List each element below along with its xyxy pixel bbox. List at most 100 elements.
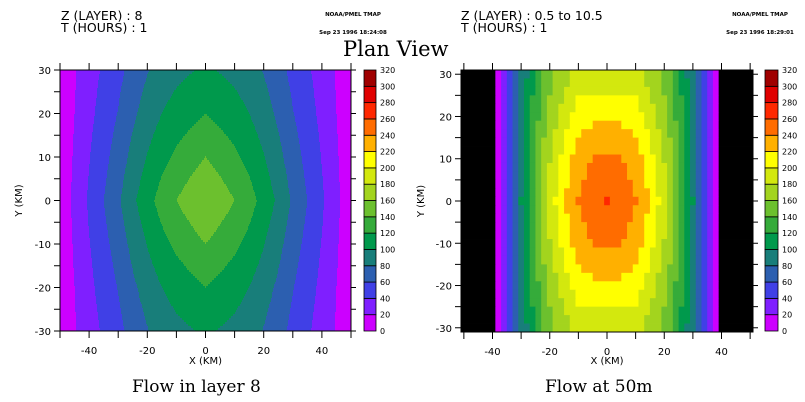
contour-band-segment xyxy=(95,288,118,291)
field-cell xyxy=(501,179,508,189)
contour-band-segment xyxy=(146,158,171,161)
field-cell xyxy=(529,205,536,215)
contour-band-segment xyxy=(339,172,352,175)
field-cell xyxy=(461,154,496,164)
contour-band-segment xyxy=(307,206,325,209)
contour-band-segment xyxy=(60,202,72,205)
field-cell xyxy=(546,196,554,206)
contour-band-segment xyxy=(160,116,203,119)
contour-band-segment xyxy=(137,196,156,199)
contour-band-segment xyxy=(60,74,77,77)
contour-band-segment xyxy=(263,150,283,153)
field-cell xyxy=(684,146,691,155)
contour-band-segment xyxy=(228,188,254,191)
contour-band-segment xyxy=(340,188,352,191)
contour-band-segment xyxy=(145,318,183,321)
field-cell xyxy=(535,272,548,282)
field-cell xyxy=(461,315,496,324)
contour-band-segment xyxy=(75,106,96,109)
field-cell xyxy=(564,205,582,215)
contour-band-segment xyxy=(320,248,339,251)
field-cell xyxy=(649,255,662,265)
contour-band-segment xyxy=(140,216,160,219)
contour-band-segment xyxy=(259,138,281,141)
field-cell xyxy=(667,230,674,240)
contour-band-segment xyxy=(155,204,180,207)
field-cell xyxy=(518,129,525,139)
contour-band-segment xyxy=(319,266,339,269)
colorbar-swatch xyxy=(764,265,779,283)
field-cell xyxy=(667,205,674,215)
contour-band-segment xyxy=(129,150,149,153)
contour-band-segment xyxy=(178,256,234,259)
contour-band-segment xyxy=(134,124,158,127)
contour-band-segment xyxy=(191,326,221,329)
contour-band-segment xyxy=(324,198,341,201)
contour-band-segment xyxy=(128,246,148,249)
contour-band-segment xyxy=(95,294,119,297)
field-cell xyxy=(649,95,668,105)
contour-band-segment xyxy=(123,76,148,79)
contour-band-segment xyxy=(60,142,74,145)
contour-band-segment xyxy=(287,222,306,225)
contour-band-segment xyxy=(190,222,222,225)
field-cell xyxy=(535,222,542,231)
contour-band-segment xyxy=(145,236,168,239)
contour-band-segment xyxy=(229,210,255,213)
contour-band-segment xyxy=(273,288,295,291)
contour-band-segment xyxy=(60,238,73,241)
contour-band-segment xyxy=(153,134,186,137)
field-cell xyxy=(518,247,525,257)
field-cell xyxy=(552,154,559,164)
field-cell xyxy=(581,188,634,198)
contour-band-segment xyxy=(119,298,141,301)
contour-band-segment xyxy=(320,252,339,255)
contour-band-segment xyxy=(93,128,115,131)
contour-band-segment xyxy=(185,184,227,187)
contour-band-segment xyxy=(282,150,302,153)
field-cell xyxy=(506,264,513,274)
contour-band-segment xyxy=(135,280,160,283)
contour-band-segment xyxy=(338,148,352,151)
contour-band-segment xyxy=(112,258,131,261)
contour-band-segment xyxy=(92,264,114,267)
field-cell xyxy=(672,103,685,113)
contour-band-segment xyxy=(90,242,110,245)
contour-band-segment xyxy=(314,96,337,99)
contour-band-segment xyxy=(97,88,122,91)
contour-band-segment xyxy=(256,196,275,199)
field-cell xyxy=(506,70,513,79)
contour-band-segment xyxy=(140,180,161,183)
contour-band-segment xyxy=(60,174,73,177)
field-cell xyxy=(552,196,565,206)
contour-band-segment xyxy=(124,326,149,329)
contour-band-segment xyxy=(89,232,109,235)
contour-band-segment xyxy=(270,98,293,101)
contour-band-segment xyxy=(314,90,337,93)
contour-band-segment xyxy=(139,212,159,215)
contour-band-segment xyxy=(338,250,352,253)
contour-band-segment xyxy=(320,254,339,257)
contour-band-segment xyxy=(76,80,99,83)
field-cell xyxy=(495,247,502,257)
contour-band-segment xyxy=(302,240,322,243)
contour-band-segment xyxy=(312,324,336,327)
contour-band-segment xyxy=(73,246,91,249)
contour-band-segment xyxy=(90,244,111,247)
contour-band-segment xyxy=(272,212,290,215)
contour-band-segment xyxy=(95,110,119,113)
contour-band-segment xyxy=(171,304,241,307)
field-cell xyxy=(712,196,720,206)
field-cell xyxy=(512,264,519,274)
contour-band-segment xyxy=(214,278,254,281)
contour-band-segment xyxy=(319,132,338,135)
contour-band-segment xyxy=(75,290,96,293)
colorbar-label: 320 xyxy=(380,66,395,75)
field-cell xyxy=(461,323,496,333)
contour-band-segment xyxy=(87,192,106,195)
field-cell xyxy=(718,120,754,130)
colorbar-swatch xyxy=(764,118,779,136)
field-cell xyxy=(506,129,513,139)
contour-band-segment xyxy=(337,122,352,125)
contour-band-segment xyxy=(285,236,304,239)
